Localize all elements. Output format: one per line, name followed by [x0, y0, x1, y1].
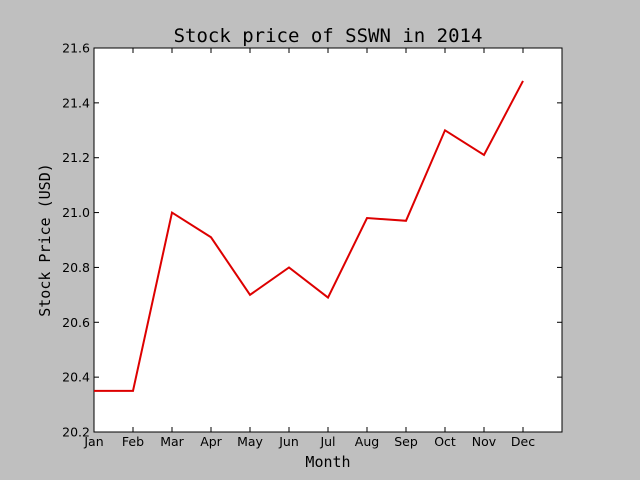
y-tick-label: 21.6: [62, 41, 90, 56]
y-axis-label: Stock Price (USD): [36, 163, 54, 317]
x-tick-label: May: [237, 434, 263, 449]
series-line: [94, 80, 524, 392]
x-tick-label: Jul: [319, 434, 335, 449]
x-axis-label: Month: [305, 453, 350, 471]
x-tick-label: Jun: [278, 434, 299, 449]
x-tick-label: Oct: [434, 434, 456, 449]
plot-area: [93, 47, 563, 433]
x-tick-label: Apr: [200, 434, 222, 449]
x-tick-label: Sep: [394, 434, 418, 449]
x-tick-label: Dec: [511, 434, 535, 449]
x-tick-label: Aug: [355, 434, 379, 449]
x-tick-label: Jan: [83, 434, 103, 449]
y-tick-label: 20.2: [62, 425, 90, 440]
y-tick-label: 21.0: [62, 205, 90, 220]
y-tick-label: 20.4: [62, 370, 90, 385]
y-tick-label: 21.2: [62, 150, 90, 165]
x-tick-label: Mar: [160, 434, 184, 449]
y-axis: 20.2 20.4 20.6 20.8 21.0 21.2 21.4 21.6: [62, 41, 562, 440]
y-tick-label: 20.6: [62, 315, 90, 330]
x-tick-label: Feb: [122, 434, 144, 449]
y-tick-label: 21.4: [62, 95, 90, 110]
x-axis: Jan Feb Mar Apr May Jun Jul Aug Sep Oct Nov Dec: [83, 48, 535, 449]
chart-title: Stock price of SSWN in 2014: [174, 25, 483, 47]
x-tick-label: Nov: [472, 434, 497, 449]
series-layer: [94, 80, 524, 392]
y-tick-label: 20.8: [62, 260, 90, 275]
